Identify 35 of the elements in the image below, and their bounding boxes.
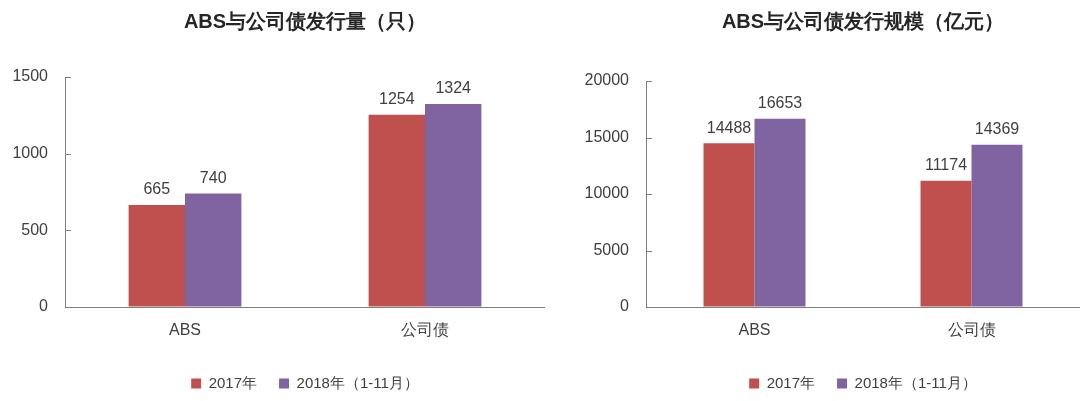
data-label: 1254 [379, 90, 415, 108]
bar [971, 144, 1023, 307]
y-tick-label: 1000 [12, 144, 49, 162]
y-tick-label: 15000 [584, 127, 630, 145]
x-tick-label: ABS [738, 321, 771, 339]
bar [425, 103, 482, 307]
data-label: 665 [143, 180, 171, 198]
y-tick-label: 10000 [584, 184, 630, 202]
y-tick-label: 0 [39, 297, 49, 315]
x-tick-label: 公司债 [947, 321, 996, 339]
bar [703, 143, 755, 307]
legend-label: 2018年（1-11月） [296, 373, 419, 391]
bar [920, 180, 972, 307]
data-label: 16653 [757, 94, 803, 112]
bar [185, 193, 242, 307]
bar [754, 118, 806, 307]
y-tick-label: 1500 [12, 67, 49, 85]
legend-label: 2017年 [208, 373, 258, 391]
x-tick-label: 公司债 [401, 321, 449, 339]
bar [128, 205, 185, 307]
x-tick-label: ABS [168, 321, 202, 339]
y-tick-label: 500 [21, 220, 49, 238]
y-tick-label: 0 [620, 297, 630, 315]
data-label: 11174 [924, 156, 968, 174]
data-label: 14369 [974, 120, 1020, 138]
y-tick-label: 20000 [584, 71, 630, 89]
legend-label: 2017年 [766, 373, 816, 391]
data-label: 14488 [706, 118, 752, 136]
data-label: 740 [199, 168, 227, 186]
chart-title: ABS与公司债发行量（只） [183, 9, 427, 32]
bar [368, 114, 425, 307]
chart-title: ABS与公司债发行规模（亿元） [721, 9, 1005, 32]
y-tick-label: 5000 [593, 240, 630, 258]
legend-label: 2018年（1-11月） [854, 373, 977, 391]
data-label: 1324 [435, 79, 472, 97]
